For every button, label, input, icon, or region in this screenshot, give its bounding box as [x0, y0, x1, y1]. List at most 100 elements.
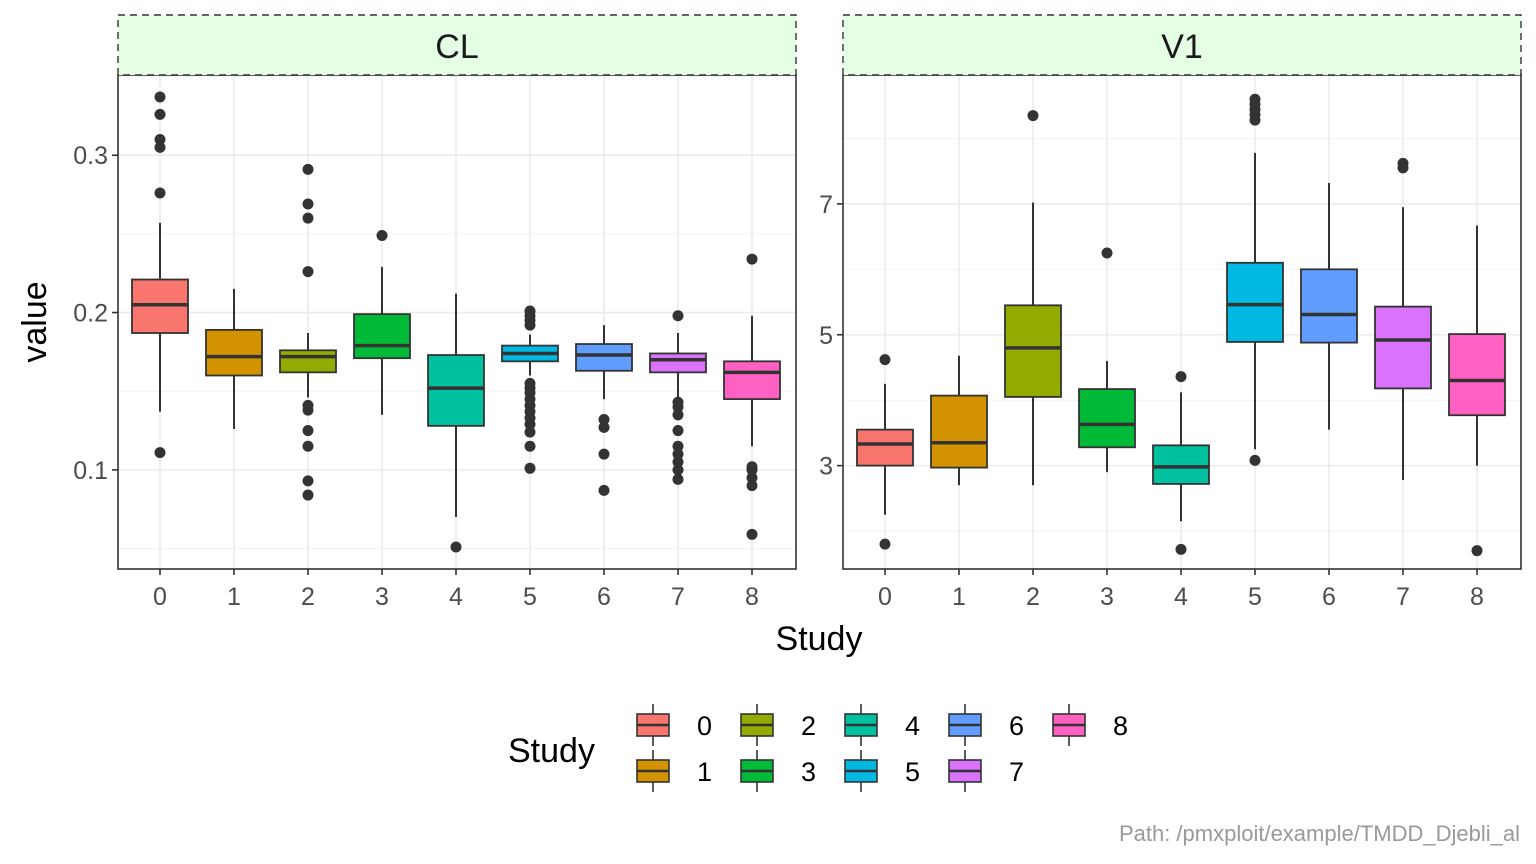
box-iqr	[1226, 261, 1284, 343]
y-tick-label: 0.3	[73, 142, 108, 170]
legend-label: 3	[801, 757, 816, 787]
box-iqr	[1300, 268, 1358, 344]
outlier-point	[672, 440, 684, 452]
outlier-point	[1249, 93, 1261, 105]
box-iqr	[353, 313, 411, 360]
legend-entry-7: 7	[948, 750, 1024, 792]
outlier-point	[1175, 543, 1187, 555]
x-tick-label: 7	[671, 583, 685, 611]
outlier-point	[1471, 545, 1483, 557]
y-tick-label: 3	[819, 453, 833, 481]
outlier-point	[302, 198, 314, 210]
y-axis-title: value	[16, 281, 54, 362]
caption: Path: /pmxploit/example/TMDD_Djebli_al	[1119, 821, 1520, 846]
box-cl-study-6	[575, 325, 633, 496]
box-iqr	[1078, 388, 1136, 449]
outlier-point	[1175, 371, 1187, 383]
panel-cl-strip-label: CL	[435, 28, 478, 66]
legend-entry-6: 6	[948, 704, 1024, 746]
outlier-point	[302, 425, 314, 437]
box-v1-study-3	[1078, 247, 1136, 473]
x-tick-label: 2	[1026, 583, 1040, 611]
legend-label: 6	[1009, 711, 1024, 741]
legend-title: Study	[508, 732, 595, 770]
x-tick-label: 3	[375, 583, 389, 611]
x-tick-label: 4	[449, 583, 463, 611]
x-tick-label: 1	[952, 583, 966, 611]
y-tick-label: 0.1	[73, 457, 108, 485]
box-v1-study-8	[1448, 225, 1506, 557]
outlier-point	[746, 480, 758, 492]
box-v1-study-0	[856, 354, 914, 550]
outlier-point	[302, 489, 314, 501]
outlier-point	[672, 396, 684, 408]
box-cl-study-2	[279, 163, 337, 501]
box-cl-study-1	[205, 288, 263, 429]
box-cl-study-0	[131, 91, 189, 459]
x-tick-label: 5	[523, 583, 537, 611]
x-tick-label: 3	[1100, 583, 1114, 611]
outlier-point	[672, 464, 684, 476]
box-iqr	[427, 354, 485, 427]
legend: Study 0 1 2 3 4 5 6 7 8	[508, 704, 1128, 792]
box-iqr	[1374, 305, 1432, 390]
box-v1-study-2	[1004, 110, 1062, 486]
box-cl-study-4	[427, 293, 485, 553]
outlier-point	[598, 421, 610, 433]
outlier-point	[598, 414, 610, 426]
panel-cl-strip	[117, 14, 797, 76]
legend-label: 0	[697, 711, 712, 741]
outlier-point	[524, 377, 536, 389]
box-v1-study-7	[1374, 157, 1432, 481]
panel-cl-boxes	[131, 91, 781, 553]
outlier-point	[672, 448, 684, 460]
x-tick-label: 4	[1174, 583, 1188, 611]
outlier-point	[746, 461, 758, 473]
outlier-point	[524, 440, 536, 452]
legend-entries: 0 1 2 3 4 5 6 7 8	[636, 704, 1128, 792]
box-iqr	[1004, 304, 1062, 398]
box-v1-study-5	[1226, 93, 1284, 466]
outlier-point	[1101, 247, 1113, 259]
outlier-point	[746, 472, 758, 484]
x-tick-label: 7	[1396, 583, 1410, 611]
box-cl-study-5	[501, 305, 559, 474]
panel-v1-boxes	[856, 93, 1506, 557]
outlier-point	[302, 475, 314, 487]
legend-label: 1	[697, 757, 712, 787]
y-tick-label: 0.2	[73, 300, 108, 328]
box-iqr	[575, 343, 633, 372]
box-iqr	[649, 352, 707, 374]
legend-entry-8: 8	[1052, 704, 1128, 746]
panel-cl: CL 0.1 0.2 0.3 0 1 2 3 4 5 6 7 8	[73, 14, 797, 611]
outlier-point	[154, 447, 166, 459]
outlier-point	[154, 91, 166, 103]
x-tick-label: 6	[597, 583, 611, 611]
box-cl-study-8	[723, 253, 781, 540]
legend-entry-3: 3	[740, 750, 816, 792]
legend-entry-4: 4	[844, 704, 920, 746]
box-cl-study-7	[649, 310, 707, 485]
legend-entry-1: 1	[636, 750, 712, 792]
panel-v1-x-axis: 0 1 2 3 4 5 6 7 8	[878, 569, 1484, 611]
outlier-point	[302, 163, 314, 175]
outlier-point	[302, 399, 314, 411]
x-tick-label: 5	[1248, 583, 1262, 611]
panel-v1-y-axis: 3 5 7	[819, 191, 843, 481]
y-tick-label: 5	[819, 322, 833, 350]
x-axis-title: Study	[776, 620, 863, 658]
legend-label: 8	[1113, 711, 1128, 741]
outlier-point	[879, 354, 891, 366]
outlier-point	[879, 538, 891, 550]
outlier-point	[524, 305, 536, 317]
outlier-point	[154, 108, 166, 120]
outlier-point	[154, 187, 166, 199]
box-iqr	[205, 328, 263, 377]
legend-entry-5: 5	[844, 750, 920, 792]
x-tick-label: 0	[878, 583, 892, 611]
outlier-point	[598, 448, 610, 460]
outlier-point	[1249, 454, 1261, 466]
x-tick-label: 6	[1322, 583, 1336, 611]
outlier-point	[746, 528, 758, 540]
legend-label: 4	[905, 711, 920, 741]
